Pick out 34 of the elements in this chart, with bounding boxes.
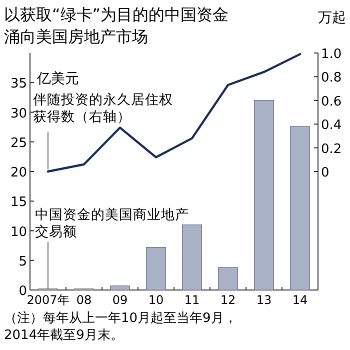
bar — [182, 224, 202, 290]
bar — [254, 100, 274, 290]
y-tick-label: 10 — [10, 224, 27, 240]
y-tick-label: 35 — [10, 76, 27, 92]
bar — [290, 126, 310, 290]
x-tick-label: 14 — [292, 293, 308, 307]
y2-tick-label: 0.6 — [321, 94, 342, 110]
y2-tick-label: 0 — [321, 166, 330, 180]
y-tick-label: 5 — [18, 254, 27, 270]
y2-axis-title: 万起 — [318, 10, 346, 26]
y-tick-label: 15 — [10, 195, 27, 210]
bar — [110, 286, 130, 290]
y2-tick-label: 0.2 — [321, 142, 342, 157]
x-tick-label: 11 — [184, 293, 200, 307]
series-label: 中国资金的美国商业地产交易额 — [35, 207, 189, 240]
x-tick-label: 12 — [220, 293, 236, 307]
x-tick-label: 13 — [256, 293, 272, 307]
x-tick-label: 2007年 — [26, 293, 70, 307]
y-axis-title: 亿美元 — [36, 71, 79, 87]
chart-title: 以获取“绿卡”为目的的中国资金涌向美国房地产市场 — [4, 5, 229, 46]
x-tick-label: 08 — [76, 293, 92, 307]
series-label: 伴随投资的永久居住权获得数（右轴） — [33, 92, 173, 125]
y2-tick-label: 0.4 — [321, 118, 342, 134]
y2-tick-label: 0.8 — [321, 70, 342, 86]
bar — [218, 267, 238, 290]
y-tick-label: 20 — [10, 166, 27, 180]
x-tick-label: 09 — [112, 293, 128, 307]
y2-tick-label: 1.0 — [321, 47, 342, 62]
y-tick-label: 30 — [10, 106, 27, 122]
y-tick-label: 0 — [18, 284, 27, 299]
bar — [146, 247, 166, 290]
y-tick-label: 25 — [10, 136, 27, 151]
x-tick-label: 10 — [148, 293, 164, 307]
text: （注）每年从上一年10月起至当年9月，2014年截至9月末。 — [4, 311, 237, 343]
